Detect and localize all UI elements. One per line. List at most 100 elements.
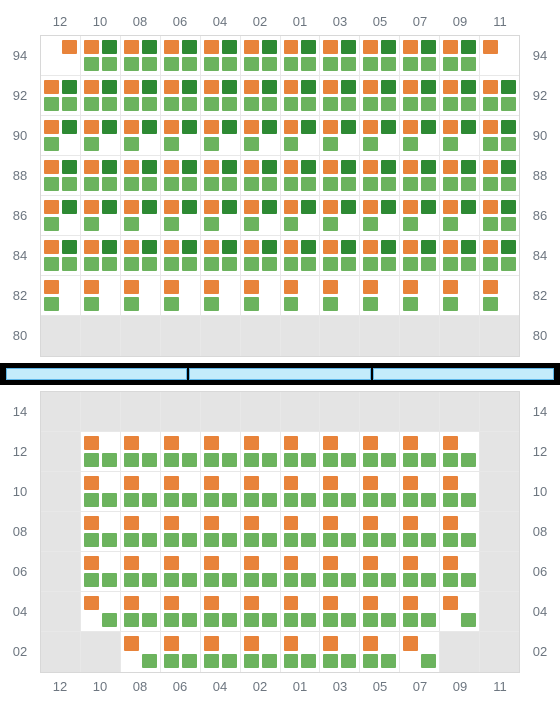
seat-cell[interactable] bbox=[440, 276, 480, 315]
seat-cell[interactable] bbox=[320, 156, 360, 195]
seat-cell[interactable] bbox=[81, 116, 121, 155]
seat-cell[interactable] bbox=[360, 196, 400, 235]
seat-cell[interactable] bbox=[281, 116, 321, 155]
seat-cell[interactable] bbox=[161, 116, 201, 155]
seat-cell[interactable] bbox=[41, 156, 81, 195]
seat-cell[interactable] bbox=[201, 592, 241, 631]
seat-cell[interactable] bbox=[320, 76, 360, 115]
seat-cell[interactable] bbox=[241, 276, 281, 315]
seat-cell[interactable] bbox=[41, 276, 81, 315]
seat-cell[interactable] bbox=[41, 196, 81, 235]
seat-cell[interactable] bbox=[241, 472, 281, 511]
seat-cell[interactable] bbox=[440, 156, 480, 195]
seat-cell[interactable] bbox=[81, 276, 121, 315]
seat-cell[interactable] bbox=[121, 432, 161, 471]
seat-cell[interactable] bbox=[400, 36, 440, 75]
seat-cell[interactable] bbox=[281, 592, 321, 631]
seat-cell[interactable] bbox=[480, 76, 519, 115]
seat-cell[interactable] bbox=[41, 116, 81, 155]
seat-cell[interactable] bbox=[81, 236, 121, 275]
seat-cell[interactable] bbox=[480, 36, 519, 75]
seat-cell[interactable] bbox=[480, 276, 519, 315]
seat-cell[interactable] bbox=[201, 236, 241, 275]
seat-cell[interactable] bbox=[400, 472, 440, 511]
seat-cell[interactable] bbox=[440, 236, 480, 275]
seat-cell[interactable] bbox=[121, 156, 161, 195]
seat-cell[interactable] bbox=[360, 552, 400, 591]
seat-cell[interactable] bbox=[440, 512, 480, 551]
seat-cell[interactable] bbox=[241, 632, 281, 672]
seat-cell[interactable] bbox=[161, 36, 201, 75]
seat-cell[interactable] bbox=[400, 632, 440, 672]
seat-cell[interactable] bbox=[281, 472, 321, 511]
seat-cell[interactable] bbox=[320, 432, 360, 471]
seat-cell[interactable] bbox=[320, 276, 360, 315]
seat-cell[interactable] bbox=[201, 472, 241, 511]
seat-cell[interactable] bbox=[201, 116, 241, 155]
seat-cell[interactable] bbox=[241, 36, 281, 75]
seat-cell[interactable] bbox=[281, 552, 321, 591]
seat-cell[interactable] bbox=[161, 552, 201, 591]
seat-cell[interactable] bbox=[201, 36, 241, 75]
seat-cell[interactable] bbox=[81, 196, 121, 235]
seat-cell[interactable] bbox=[121, 196, 161, 235]
seat-cell[interactable] bbox=[400, 592, 440, 631]
seat-cell[interactable] bbox=[161, 156, 201, 195]
seat-cell[interactable] bbox=[121, 592, 161, 631]
seat-cell[interactable] bbox=[400, 116, 440, 155]
seat-cell[interactable] bbox=[41, 76, 81, 115]
seat-cell[interactable] bbox=[121, 632, 161, 672]
seat-cell[interactable] bbox=[201, 552, 241, 591]
seat-cell[interactable] bbox=[400, 236, 440, 275]
seat-cell[interactable] bbox=[201, 196, 241, 235]
seat-cell[interactable] bbox=[201, 512, 241, 551]
seat-cell[interactable] bbox=[161, 632, 201, 672]
seat-cell[interactable] bbox=[121, 512, 161, 551]
seat-cell[interactable] bbox=[440, 552, 480, 591]
seat-cell[interactable] bbox=[320, 552, 360, 591]
seat-cell[interactable] bbox=[81, 512, 121, 551]
seat-cell[interactable] bbox=[320, 236, 360, 275]
seat-cell[interactable] bbox=[400, 276, 440, 315]
seat-cell[interactable] bbox=[81, 76, 121, 115]
seat-cell[interactable] bbox=[281, 196, 321, 235]
seat-cell[interactable] bbox=[81, 552, 121, 591]
seat-cell[interactable] bbox=[241, 156, 281, 195]
seat-cell[interactable] bbox=[41, 36, 81, 75]
seat-cell[interactable] bbox=[320, 196, 360, 235]
seat-cell[interactable] bbox=[281, 76, 321, 115]
seat-cell[interactable] bbox=[360, 36, 400, 75]
seat-cell[interactable] bbox=[121, 472, 161, 511]
seat-cell[interactable] bbox=[360, 632, 400, 672]
seat-cell[interactable] bbox=[320, 592, 360, 631]
seat-cell[interactable] bbox=[320, 632, 360, 672]
seat-cell[interactable] bbox=[360, 472, 400, 511]
seat-cell[interactable] bbox=[360, 236, 400, 275]
seat-cell[interactable] bbox=[480, 196, 519, 235]
seat-cell[interactable] bbox=[161, 76, 201, 115]
seat-cell[interactable] bbox=[201, 432, 241, 471]
seat-cell[interactable] bbox=[440, 116, 480, 155]
seat-cell[interactable] bbox=[201, 156, 241, 195]
seat-cell[interactable] bbox=[241, 552, 281, 591]
seat-cell[interactable] bbox=[400, 76, 440, 115]
seat-cell[interactable] bbox=[241, 592, 281, 631]
seat-cell[interactable] bbox=[440, 592, 480, 631]
seat-cell[interactable] bbox=[480, 236, 519, 275]
seat-cell[interactable] bbox=[440, 472, 480, 511]
seat-cell[interactable] bbox=[360, 116, 400, 155]
seat-cell[interactable] bbox=[161, 196, 201, 235]
seat-cell[interactable] bbox=[281, 432, 321, 471]
seat-cell[interactable] bbox=[241, 196, 281, 235]
seat-cell[interactable] bbox=[400, 156, 440, 195]
seat-cell[interactable] bbox=[320, 512, 360, 551]
seat-cell[interactable] bbox=[161, 432, 201, 471]
seat-cell[interactable] bbox=[201, 76, 241, 115]
seat-cell[interactable] bbox=[281, 36, 321, 75]
seat-cell[interactable] bbox=[400, 552, 440, 591]
seat-cell[interactable] bbox=[241, 236, 281, 275]
seat-cell[interactable] bbox=[81, 156, 121, 195]
seat-cell[interactable] bbox=[440, 432, 480, 471]
seat-cell[interactable] bbox=[81, 592, 121, 631]
seat-cell[interactable] bbox=[161, 512, 201, 551]
